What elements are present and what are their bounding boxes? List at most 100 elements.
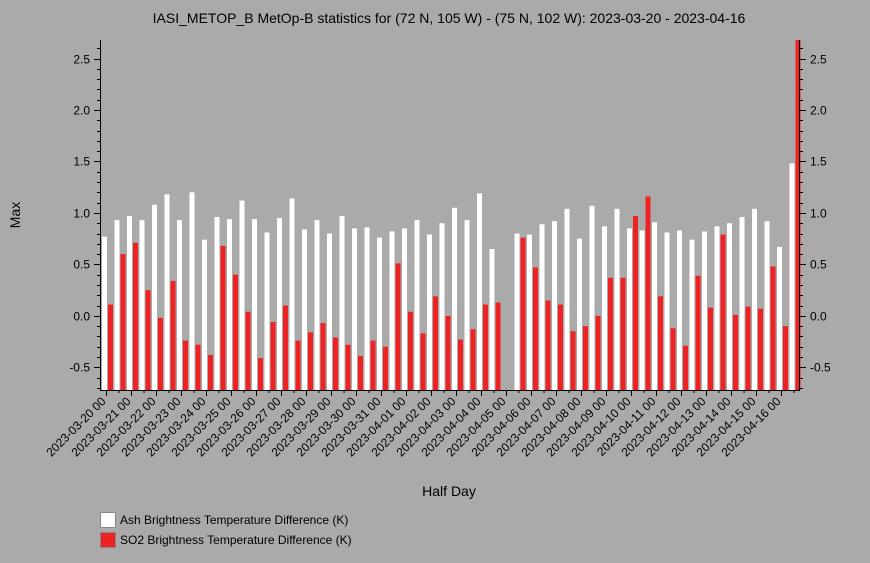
bar-ash — [764, 221, 770, 390]
bar-so2 — [670, 328, 676, 390]
bar-so2 — [195, 344, 201, 390]
bar-so2 — [458, 339, 463, 390]
bar-ash — [214, 217, 220, 390]
bar-ash — [252, 219, 257, 390]
bar-so2 — [395, 263, 401, 390]
bar-ash — [127, 216, 132, 390]
y-tick-label-right: 0.0 — [810, 310, 827, 324]
bar-ash — [164, 194, 170, 390]
bar-so2 — [170, 280, 176, 390]
bar-ash — [452, 207, 457, 390]
bar-ash — [627, 228, 632, 390]
bar-so2 — [745, 306, 751, 390]
bar-so2 — [258, 358, 263, 390]
y-tick-label-left: 1.5 — [73, 155, 90, 169]
bar-ash — [702, 231, 707, 390]
legend-swatch-ash — [100, 512, 116, 528]
plot-area — [102, 40, 801, 390]
bar-ash — [602, 226, 607, 390]
bar-so2 — [245, 311, 251, 390]
bar-so2 — [383, 346, 388, 390]
bar-so2 — [470, 329, 476, 390]
bar-so2 — [145, 290, 151, 390]
bar-ash — [677, 230, 682, 390]
bar-ash — [714, 226, 720, 390]
bar-ash — [614, 208, 620, 390]
bar-ash — [489, 248, 495, 390]
bar-ash — [264, 232, 270, 390]
bar-so2 — [320, 323, 326, 390]
bar-ash — [177, 220, 182, 390]
y-tick-label-right: 1.5 — [810, 155, 827, 169]
bar-ash — [427, 234, 432, 390]
bar-so2 — [183, 340, 188, 390]
bar-ash — [302, 229, 307, 390]
bar-ash — [464, 220, 470, 390]
bar-ash — [227, 219, 232, 390]
bar-so2 — [133, 242, 138, 390]
bar-so2 — [733, 314, 738, 390]
bar-so2 — [283, 305, 288, 390]
bar-so2 — [308, 332, 313, 390]
y-tick-label-left: 0.5 — [73, 258, 90, 272]
bar-ash — [202, 239, 207, 390]
bar-so2 — [433, 296, 438, 390]
bar-ash — [552, 221, 557, 390]
bar-ash — [514, 233, 520, 390]
x-axis-label: Half Day — [422, 483, 476, 499]
y-tick-label-right: 2.0 — [810, 104, 827, 118]
bar-ash — [152, 204, 157, 390]
bar-ash — [239, 200, 245, 390]
bar-so2 — [533, 267, 538, 390]
y-tick-label-right: -0.5 — [810, 361, 831, 375]
bar-so2 — [695, 275, 701, 390]
bar-so2 — [158, 317, 163, 390]
bar-ash — [739, 217, 745, 390]
bar-so2 — [583, 326, 588, 390]
bar-so2 — [633, 216, 638, 390]
bar-ash — [664, 232, 670, 390]
axes-ticks: -0.5 -0.5 0.0 0.0 0.5 0.5 1.0 1.0 1.5 1.5 2.0 2.0 2.… — [44, 48, 831, 459]
bar-so2 — [345, 344, 351, 390]
bar-so2 — [795, 40, 801, 390]
bar-ash — [727, 223, 732, 390]
chart-title: IASI_METOP_B MetOp-B statistics for (72 … — [153, 10, 746, 26]
bar-so2 — [358, 356, 363, 390]
y-tick-label-left: 2.5 — [73, 53, 90, 67]
bar-ash — [389, 231, 395, 390]
bar-ash — [289, 198, 295, 390]
y-tick-label-left: 0.0 — [73, 310, 90, 324]
bar-so2 — [208, 355, 213, 390]
legend-swatch-so2 — [100, 532, 116, 548]
bar-so2 — [295, 340, 301, 390]
bar-ash — [752, 208, 757, 390]
bar-ash — [339, 216, 345, 390]
bar-so2 — [520, 237, 526, 390]
bar-ash — [102, 236, 107, 390]
y-tick-label-right: 1.0 — [810, 207, 827, 221]
bar-ash — [589, 205, 595, 390]
bar-so2 — [683, 345, 688, 390]
y-axis-label: Max — [7, 202, 23, 228]
bar-so2 — [483, 304, 488, 390]
bar-so2 — [495, 302, 501, 390]
bar-ash — [352, 228, 357, 390]
bar-ash — [314, 220, 320, 390]
y-tick-label-right: 0.5 — [810, 258, 827, 272]
bar-so2 — [720, 234, 726, 390]
bar-so2 — [408, 311, 413, 390]
bar-ash — [114, 220, 120, 390]
y-tick-label-right: 2.5 — [810, 53, 827, 67]
y-tick-label-left: -0.5 — [69, 361, 90, 375]
bar-ash — [327, 233, 332, 390]
bar-so2 — [220, 245, 226, 390]
bar-ash — [414, 220, 420, 390]
bar-so2 — [770, 266, 776, 390]
bar-so2 — [420, 333, 426, 390]
bar-ash — [789, 163, 795, 390]
bar-ash — [777, 246, 782, 390]
bar-so2 — [783, 326, 788, 390]
bar-so2 — [120, 254, 126, 390]
legend-label-so2: SO2 Brightness Temperature Difference (K… — [120, 533, 352, 547]
